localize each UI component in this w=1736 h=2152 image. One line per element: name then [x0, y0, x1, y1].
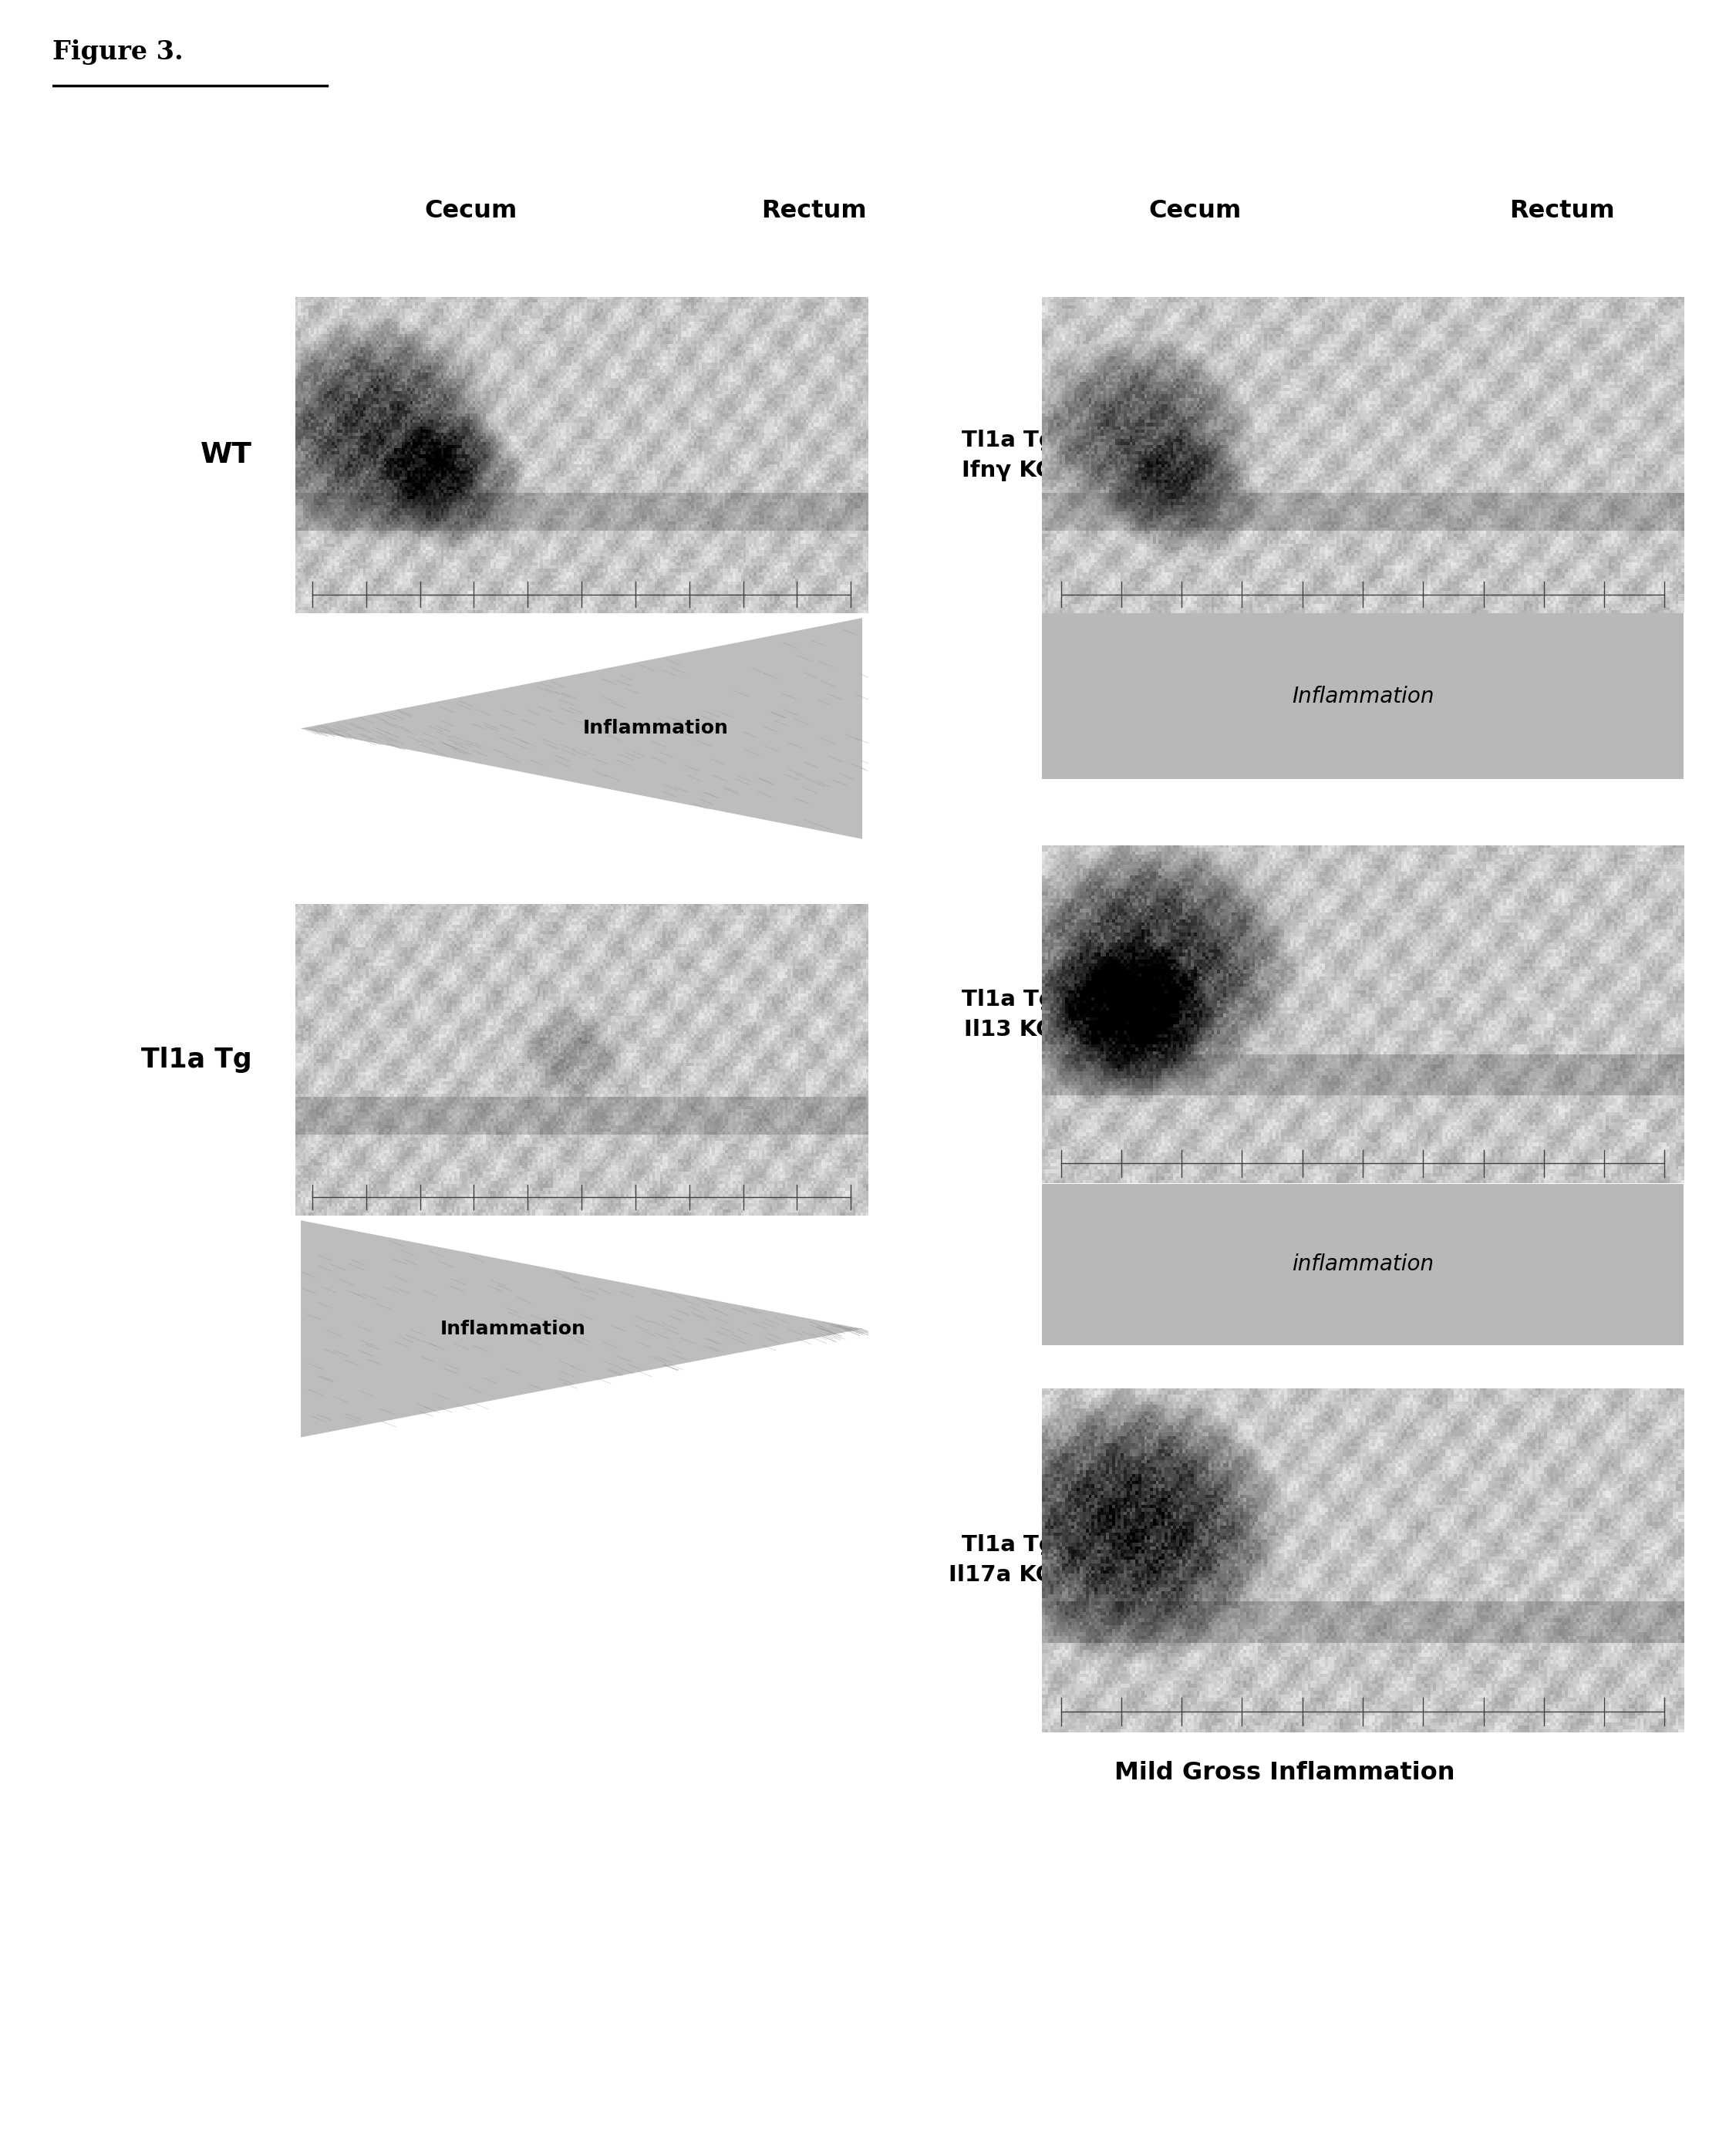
- Text: Rectum: Rectum: [762, 198, 866, 224]
- Text: Inflammation: Inflammation: [583, 719, 729, 738]
- Text: WT: WT: [200, 441, 252, 469]
- Text: inflammation: inflammation: [1292, 1252, 1434, 1276]
- Text: Figure 3.: Figure 3.: [52, 39, 182, 65]
- Text: Cecum: Cecum: [424, 198, 517, 224]
- Text: Inflammation: Inflammation: [439, 1319, 585, 1339]
- Text: Tl1a Tg: Tl1a Tg: [141, 1046, 252, 1074]
- Text: Rectum: Rectum: [1510, 198, 1614, 224]
- Text: Inflammation: Inflammation: [1292, 684, 1434, 708]
- Text: Cecum: Cecum: [1149, 198, 1241, 224]
- Text: Mild Gross Inflammation: Mild Gross Inflammation: [1115, 1760, 1455, 1786]
- Text: Tl1a Tg
Ifnγ KO: Tl1a Tg Ifnγ KO: [962, 428, 1055, 482]
- Text: Tl1a Tg
Il17a KO: Tl1a Tg Il17a KO: [950, 1534, 1055, 1586]
- Polygon shape: [300, 1220, 863, 1438]
- Polygon shape: [300, 618, 863, 839]
- Text: Tl1a Tg
Il13 KO: Tl1a Tg Il13 KO: [962, 988, 1055, 1042]
